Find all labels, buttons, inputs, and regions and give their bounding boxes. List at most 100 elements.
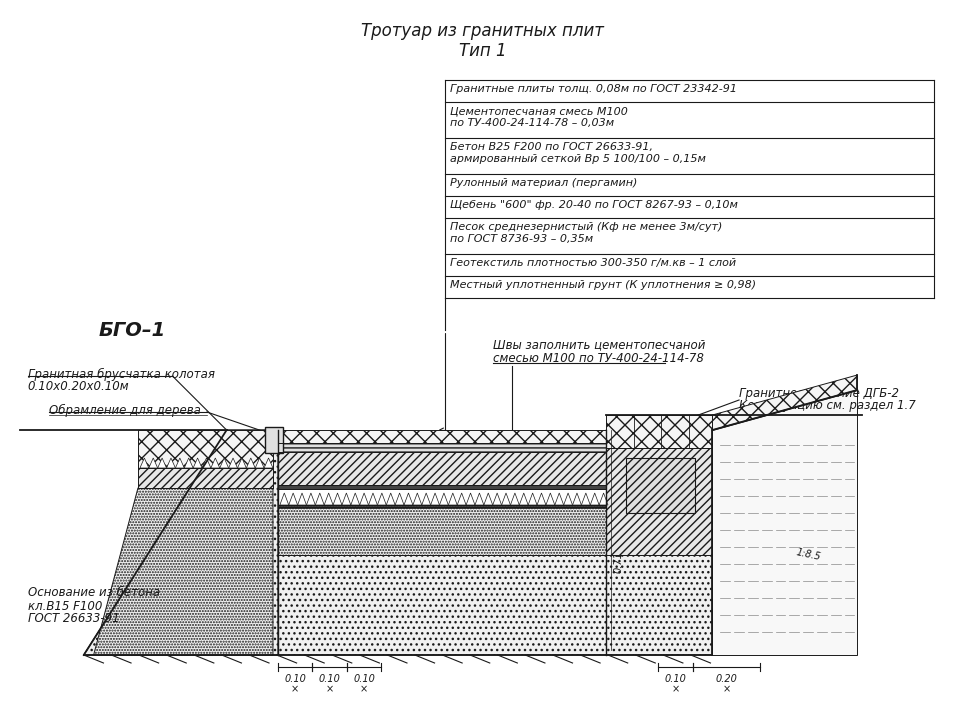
Polygon shape [413, 493, 421, 505]
Polygon shape [467, 493, 475, 505]
Polygon shape [404, 493, 413, 505]
Text: Основание из бетона: Основание из бетона [28, 587, 159, 600]
Text: по ГОСТ 8736-93 – 0,35м: по ГОСТ 8736-93 – 0,35м [450, 234, 593, 244]
Text: Бетон В25 F200 по ГОСТ 26633-91,: Бетон В25 F200 по ГОСТ 26633-91, [450, 142, 654, 152]
Polygon shape [228, 458, 237, 468]
Polygon shape [511, 493, 519, 505]
Text: по ТУ-400-24-114-78 – 0,03м: по ТУ-400-24-114-78 – 0,03м [450, 118, 614, 128]
Text: Тротуар из гранитных плит: Тротуар из гранитных плит [361, 22, 604, 40]
Polygon shape [572, 493, 582, 505]
Text: армированный сеткой Вр 5 100/100 – 0,15м: армированный сеткой Вр 5 100/100 – 0,15м [450, 154, 707, 164]
Polygon shape [324, 493, 333, 505]
Polygon shape [277, 452, 606, 485]
Polygon shape [590, 493, 599, 505]
Polygon shape [277, 506, 606, 508]
Polygon shape [298, 493, 306, 505]
Text: 0.10х0.20х0.10м: 0.10х0.20х0.10м [28, 380, 130, 393]
Polygon shape [369, 493, 377, 505]
Text: Песок среднезернистый (Кф не менее 3м/сут): Песок среднезернистый (Кф не менее 3м/су… [450, 222, 723, 232]
Polygon shape [484, 493, 492, 505]
Polygon shape [712, 390, 857, 655]
Polygon shape [546, 493, 555, 505]
Polygon shape [247, 458, 255, 468]
Text: 0.10: 0.10 [353, 674, 375, 684]
Polygon shape [315, 493, 324, 505]
Polygon shape [277, 443, 606, 452]
Polygon shape [306, 493, 315, 505]
Text: 0.10: 0.10 [664, 674, 686, 684]
Polygon shape [140, 458, 149, 468]
Polygon shape [157, 458, 166, 468]
Polygon shape [265, 427, 283, 453]
Polygon shape [277, 485, 606, 489]
Polygon shape [176, 458, 184, 468]
Text: Обрамление для дерева: Обрамление для дерева [49, 403, 202, 417]
Polygon shape [606, 415, 712, 448]
Polygon shape [475, 493, 484, 505]
Polygon shape [606, 448, 712, 555]
Polygon shape [448, 493, 457, 505]
Polygon shape [193, 458, 202, 468]
Polygon shape [564, 493, 572, 505]
Text: Швы заполнить цементопесчаной: Швы заполнить цементопесчаной [492, 339, 705, 351]
Polygon shape [264, 458, 273, 468]
Polygon shape [138, 468, 273, 488]
Polygon shape [492, 493, 501, 505]
Polygon shape [457, 493, 467, 505]
Text: Местный уплотненный грунт (К уплотнения ≥ 0,98): Местный уплотненный грунт (К уплотнения … [450, 280, 756, 290]
Polygon shape [237, 458, 247, 468]
Polygon shape [84, 430, 277, 655]
Text: Тип 1: Тип 1 [459, 42, 507, 60]
Text: ×: × [325, 684, 334, 694]
Polygon shape [202, 458, 211, 468]
Text: ×: × [360, 684, 369, 694]
Polygon shape [421, 493, 431, 505]
Polygon shape [501, 493, 511, 505]
Polygon shape [149, 458, 157, 468]
Polygon shape [333, 493, 342, 505]
Polygon shape [184, 458, 193, 468]
Polygon shape [440, 493, 448, 505]
Text: Щебень "600" фр. 20-40 по ГОСТ 8267-93 – 0,10м: Щебень "600" фр. 20-40 по ГОСТ 8267-93 –… [450, 200, 738, 210]
Polygon shape [255, 458, 264, 468]
Polygon shape [599, 493, 608, 505]
Polygon shape [528, 493, 537, 505]
Polygon shape [582, 493, 590, 505]
Text: Рулонный материал (пергамин): Рулонный материал (пергамин) [450, 178, 637, 188]
Text: 0.10: 0.10 [284, 674, 306, 684]
Polygon shape [138, 430, 273, 468]
Text: 0.10: 0.10 [319, 674, 341, 684]
Polygon shape [94, 488, 273, 655]
Polygon shape [342, 493, 350, 505]
Text: смесью М100 по ТУ-400-24-114-78: смесью М100 по ТУ-400-24-114-78 [492, 351, 704, 364]
Polygon shape [519, 493, 528, 505]
Polygon shape [360, 493, 369, 505]
Text: 0.71: 0.71 [613, 552, 624, 574]
Text: ×: × [722, 684, 731, 694]
Text: Гранитные плиты толщ. 0,08м по ГОСТ 23342-91: Гранитные плиты толщ. 0,08м по ГОСТ 2334… [450, 84, 737, 94]
Text: кл.В15 F100: кл.В15 F100 [28, 600, 102, 613]
Polygon shape [555, 493, 564, 505]
Text: Цементопесчаная смесь М100: Цементопесчаная смесь М100 [450, 106, 628, 116]
Text: 0.20: 0.20 [171, 434, 181, 456]
Text: ×: × [671, 684, 680, 694]
Polygon shape [377, 493, 386, 505]
Text: 1:8.5: 1:8.5 [795, 547, 822, 563]
Text: 0.20: 0.20 [715, 674, 737, 684]
Polygon shape [277, 505, 606, 555]
Polygon shape [350, 493, 360, 505]
Polygon shape [280, 493, 289, 505]
Polygon shape [537, 493, 546, 505]
Text: Геотекстиль плотностью 300-350 г/м.кв – 1 слой: Геотекстиль плотностью 300-350 г/м.кв – … [450, 258, 736, 268]
Text: БГО–1: БГО–1 [99, 321, 166, 340]
Polygon shape [431, 493, 440, 505]
Polygon shape [220, 458, 228, 468]
Polygon shape [277, 489, 606, 505]
Polygon shape [166, 458, 176, 468]
Polygon shape [277, 430, 606, 443]
Text: ×: × [291, 684, 300, 694]
Polygon shape [712, 375, 857, 430]
Text: Конструкцию см. раздел 1.7: Конструкцию см. раздел 1.7 [739, 400, 916, 412]
Text: Гранитное изделие ДГБ-2: Гранитное изделие ДГБ-2 [739, 387, 900, 400]
Text: Гранитная брусчатка колотая: Гранитная брусчатка колотая [28, 367, 215, 380]
